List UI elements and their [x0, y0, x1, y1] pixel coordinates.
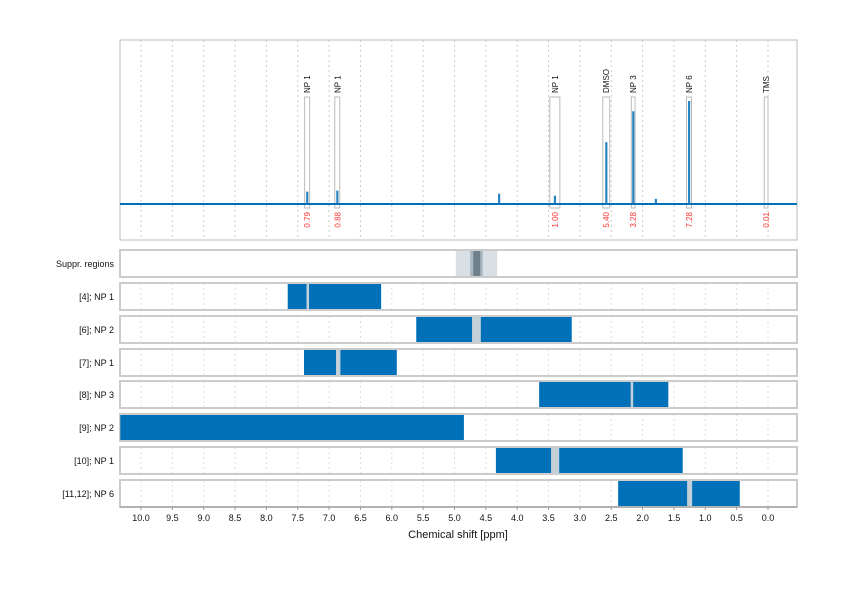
x-tick-label: 2.5: [605, 513, 618, 523]
x-tick-label: 8.5: [229, 513, 242, 523]
track-label: Suppr. regions: [56, 259, 115, 269]
x-tick-label: 7.0: [323, 513, 336, 523]
suppression-region: [473, 251, 481, 276]
track-label: [11,12]; NP 6: [62, 489, 114, 499]
x-tick-label: 1.5: [668, 513, 681, 523]
annotation-label: DMSO: [602, 69, 611, 93]
x-tick-label: 0.5: [730, 513, 743, 523]
integral-value: 0.01: [762, 211, 771, 227]
region-tracks: Suppr. regions [4]; NP 1 [6]; NP 2 [7]; NP …: [56, 249, 798, 508]
track-bar: [120, 415, 464, 440]
track-bar: [618, 481, 740, 506]
x-tick-label: 4.5: [480, 513, 493, 523]
integral-value: 0.79: [303, 211, 312, 227]
spectrum-peak: [306, 191, 309, 204]
track-bar: [304, 350, 397, 375]
x-tick-label: 3.0: [574, 513, 587, 523]
track-label: [4]; NP 1: [79, 292, 114, 302]
x-tick-label: 7.5: [291, 513, 304, 523]
track-frame: [119, 315, 798, 344]
spectrum-peak: [632, 111, 635, 204]
x-tick-label: 5.5: [417, 513, 430, 523]
track-label: [8]; NP 3: [79, 390, 114, 400]
annotation-box: [334, 96, 341, 209]
x-axis-label: Chemical shift [ppm]: [408, 529, 508, 541]
x-tick-label: 1.0: [699, 513, 712, 523]
track-bar: [495, 448, 683, 473]
x-tick-label: 9.0: [197, 513, 210, 523]
track-frame: [119, 380, 798, 409]
track-bar: [416, 317, 572, 342]
spectrum-peak: [553, 195, 557, 204]
integral-value: 0.88: [333, 211, 342, 227]
annotation-label: NP 1: [303, 75, 312, 93]
spectrum-peak: [654, 198, 657, 204]
x-tick-label: 0.0: [762, 513, 775, 523]
annotation-box: [304, 96, 311, 209]
spectrum-peak: [498, 193, 501, 204]
x-tick-label: 5.0: [448, 513, 461, 523]
track-gap: [472, 317, 481, 342]
x-tick-label: 3.5: [542, 513, 555, 523]
track-gap: [687, 481, 693, 506]
annotation-label: NP 6: [685, 75, 694, 93]
track-label: [9]; NP 2: [79, 423, 114, 433]
x-tick-label: 4.0: [511, 513, 524, 523]
annotation-label: TMS: [762, 76, 771, 93]
spectrum-peak: [605, 142, 608, 204]
x-tick-label: 9.5: [166, 513, 179, 523]
spectrum-peak: [336, 190, 339, 204]
spectrum-panel: [119, 39, 798, 241]
x-axis: 10.0 9.5 9.0 8.5 8.0 7.5 7.0 6.5 6.0 5.5 5.0 4.5 4.0…: [120, 506, 797, 523]
track-gap: [551, 448, 560, 473]
integral-value: 3.28: [629, 211, 638, 227]
annotation-box: [630, 96, 636, 209]
x-tick-label: 6.0: [386, 513, 399, 523]
integral-value: 5.40: [602, 211, 611, 227]
spectrum: [120, 101, 797, 205]
track-label: [6]; NP 2: [79, 325, 114, 335]
x-tick-label: 2.0: [636, 513, 649, 523]
peak-annotations: NP 1 0.79 NP 1 0.88 NP 1 1.00 DMSO 5.40 NP 3 3.28…: [303, 69, 771, 228]
integral-value: 7.28: [685, 211, 694, 227]
annotation-box: [602, 96, 611, 209]
track-frame: [119, 446, 798, 475]
x-tick-label: 6.5: [354, 513, 367, 523]
track-gap: [306, 284, 310, 309]
track-frame: [119, 348, 798, 377]
integral-value: 1.00: [551, 211, 560, 227]
track-frame: [119, 413, 798, 442]
track-gap: [630, 382, 634, 407]
track-gap: [335, 350, 341, 375]
x-tick-label: 8.0: [260, 513, 273, 523]
track-bar: [287, 284, 382, 309]
x-tick-label: 10.0: [132, 513, 150, 523]
annotation-box: [549, 96, 561, 209]
track-frame: [119, 282, 798, 311]
spectrum-peak: [687, 101, 691, 204]
annotation-label: NP 1: [551, 75, 560, 93]
track-label: [10]; NP 1: [74, 456, 114, 466]
annotation-label: NP 1: [333, 75, 342, 93]
annotation-label: NP 3: [629, 75, 638, 93]
track-bar: [539, 382, 669, 407]
annotation-box: [763, 96, 769, 209]
track-label: [7]; NP 1: [79, 358, 114, 368]
annotation-box: [685, 96, 693, 209]
